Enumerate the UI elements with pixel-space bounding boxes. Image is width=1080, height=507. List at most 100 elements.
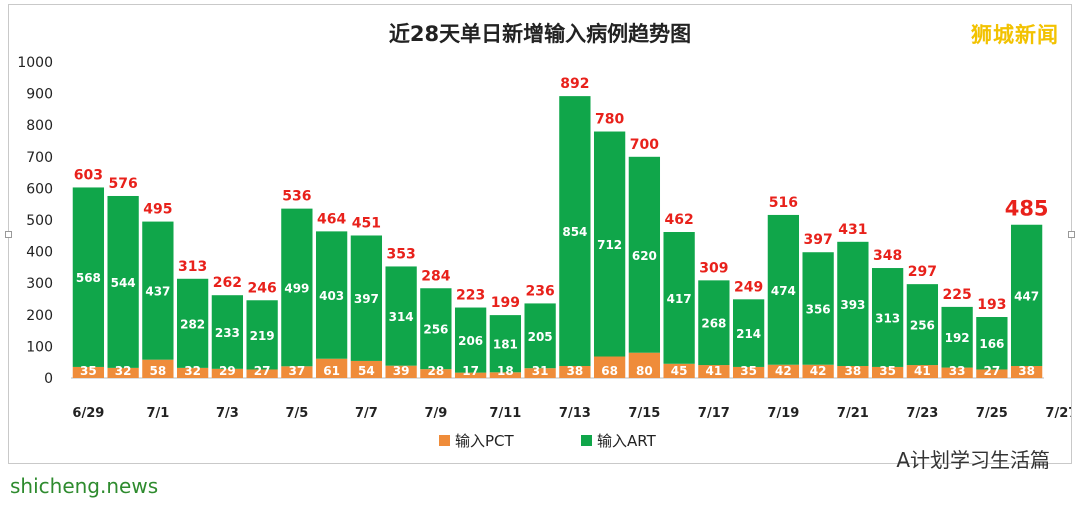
total-value-label: 464 [317, 211, 346, 227]
bar-art [1010, 224, 1043, 366]
bar-art [732, 299, 765, 367]
art-value-label: 568 [76, 271, 101, 285]
y-tick-label: 0 [44, 371, 53, 387]
bar-pct [802, 364, 834, 378]
pct-value-label: 58 [150, 364, 167, 378]
art-value-label: 474 [771, 284, 796, 298]
bar-art [906, 284, 939, 366]
art-value-label: 417 [667, 292, 692, 306]
bar-art [350, 235, 383, 361]
y-tick-label: 100 [26, 339, 53, 355]
bar-chart: 近28天单日新增输入病例趋势图 0 100 200 300 400 500 600 700 800… [17, 22, 1071, 450]
bar-pct [107, 367, 139, 378]
pct-value-label: 39 [393, 364, 410, 378]
y-tick-label: 1000 [17, 55, 53, 71]
x-tick-label: 7/7 [355, 406, 378, 421]
art-value-label: 256 [910, 319, 935, 333]
pct-value-label: 35 [879, 364, 896, 378]
pct-value-label: 38 [1018, 364, 1035, 378]
bar-pct [246, 369, 278, 378]
bar-art [698, 280, 730, 366]
total-value-label: 431 [838, 222, 867, 238]
bar-pct [315, 358, 348, 378]
bar-pct [454, 372, 487, 378]
bar-art [281, 208, 313, 367]
bar-pct [593, 356, 626, 378]
bar-pct [767, 364, 800, 378]
bar-art [176, 278, 209, 368]
y-tick-label: 300 [26, 276, 53, 292]
y-tick-label: 600 [26, 181, 53, 197]
pct-value-label: 35 [80, 364, 97, 378]
art-value-label: 447 [1014, 289, 1039, 303]
bar-pct [176, 367, 209, 378]
pct-value-label: 29 [219, 364, 236, 378]
pct-value-label: 27 [984, 364, 1001, 378]
total-value-label: 199 [491, 295, 520, 311]
pct-value-label: 28 [428, 364, 445, 378]
total-value-label: 223 [456, 288, 485, 304]
pct-value-label: 68 [601, 364, 618, 378]
x-tick-label: 7/27 [1045, 406, 1071, 421]
total-value-label: 353 [387, 246, 416, 262]
resize-handle-left[interactable] [5, 231, 12, 238]
bar-art [142, 221, 174, 360]
art-value-label: 314 [389, 310, 414, 324]
total-value-label: 225 [943, 287, 972, 303]
pct-value-label: 17 [462, 364, 479, 378]
art-value-label: 282 [180, 317, 205, 331]
bar-pct [941, 367, 973, 378]
x-tick-label: 7/1 [146, 406, 169, 421]
total-value-label: 297 [908, 264, 937, 280]
bar-pct [663, 363, 695, 378]
legend-label: 输入ART [597, 432, 657, 450]
bar-pct [976, 369, 1008, 378]
bar-art [628, 156, 661, 353]
art-value-label: 393 [840, 298, 865, 312]
y-tick-label: 900 [26, 87, 53, 103]
total-value-label: 249 [734, 279, 763, 295]
total-value-label: 495 [143, 202, 172, 218]
x-tick-label: 6/29 [72, 406, 104, 421]
bar-art [837, 241, 869, 366]
pct-value-label: 61 [323, 364, 340, 378]
total-value-label: 485 [1005, 197, 1049, 221]
total-value-label: 193 [977, 297, 1006, 313]
bar-pct [72, 366, 105, 378]
art-value-label: 403 [319, 289, 344, 303]
chart-title: 近28天单日新增输入病例趋势图 [389, 22, 691, 46]
art-value-label: 256 [423, 323, 448, 337]
pct-value-label: 33 [949, 364, 966, 378]
resize-handle-right[interactable] [1068, 231, 1075, 238]
bar-pct [871, 366, 904, 378]
legend-label: 输入PCT [455, 432, 515, 450]
bar-pct [385, 365, 417, 378]
y-tick-label: 400 [26, 245, 53, 261]
pct-value-label: 32 [184, 364, 201, 378]
total-value-label: 262 [213, 275, 242, 291]
bar-art [315, 231, 348, 359]
bar-pct [628, 352, 661, 378]
bar-pct [906, 365, 939, 378]
art-value-label: 268 [701, 317, 726, 331]
account-watermark: A计划学习生活篇 [896, 448, 1050, 472]
pct-value-label: 41 [706, 364, 723, 378]
brand-watermark: 狮城新闻 [971, 23, 1059, 47]
total-value-label: 451 [352, 215, 381, 231]
x-tick-label: 7/5 [285, 406, 308, 421]
total-value-label: 700 [630, 137, 659, 153]
bar-pct [559, 365, 591, 378]
legend-swatch [581, 435, 592, 446]
bar-art [246, 300, 278, 370]
bar-art [420, 288, 452, 370]
bar-pct [524, 368, 556, 378]
pct-value-label: 38 [845, 364, 862, 378]
total-value-label: 236 [526, 283, 555, 299]
bar-art [524, 303, 556, 369]
total-value-label: 313 [178, 259, 207, 275]
total-value-label: 536 [282, 189, 311, 205]
art-value-label: 181 [493, 338, 518, 352]
y-tick-label: 800 [26, 118, 53, 134]
bar-art [454, 307, 487, 373]
bar-pct [732, 366, 765, 378]
